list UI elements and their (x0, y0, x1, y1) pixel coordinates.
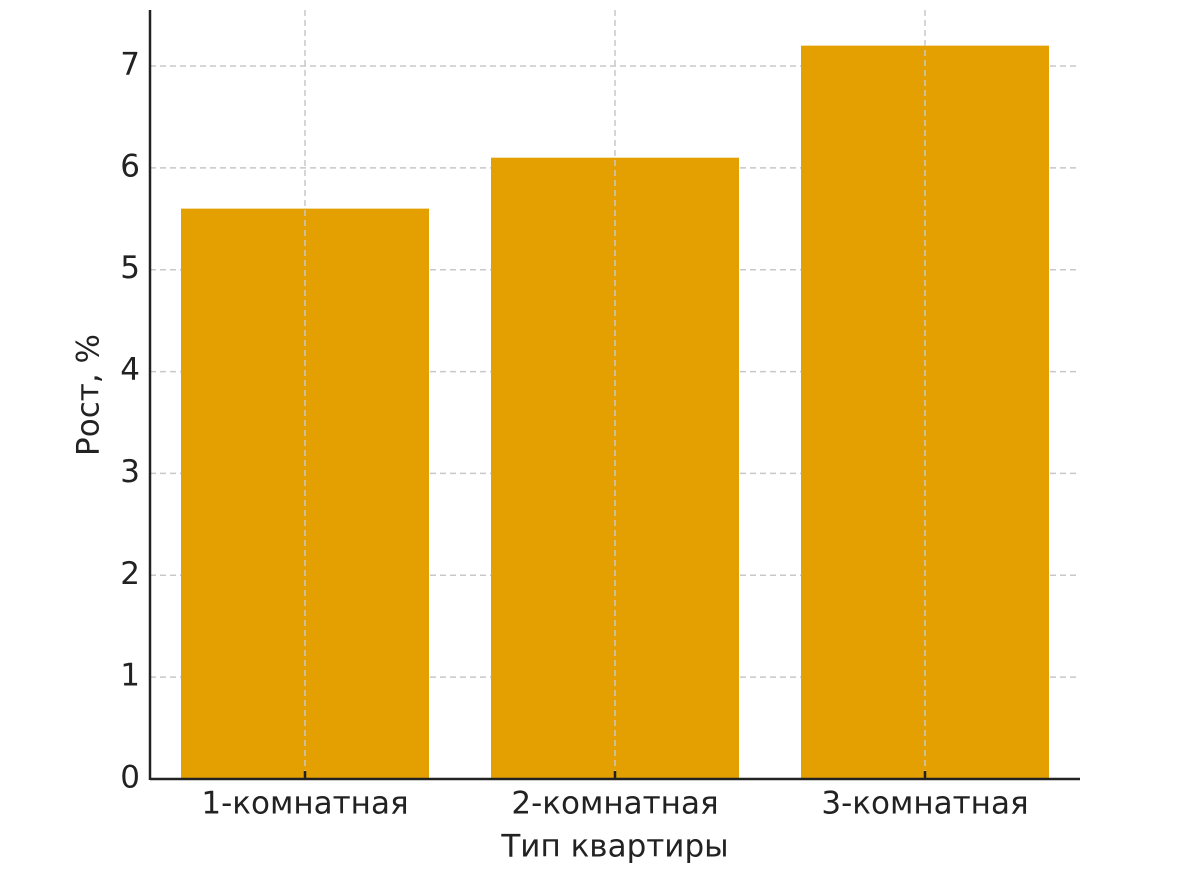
y-tick-label: 6 (120, 148, 140, 184)
y-tick-label: 2 (120, 556, 140, 592)
x-tick-label: 3-комнатная (821, 786, 1028, 822)
x-tick-label: 2-комнатная (511, 786, 718, 822)
y-tick-label: 5 (120, 250, 140, 286)
y-tick-label: 4 (120, 352, 140, 388)
y-axis-label: Рост, % (71, 334, 107, 456)
y-tick-label: 1 (120, 658, 140, 694)
x-axis-label: Тип квартиры (500, 829, 728, 865)
x-tick-label: 1-комнатная (201, 786, 408, 822)
y-tick-label: 3 (120, 454, 140, 490)
y-tick-label: 0 (120, 760, 140, 796)
y-tick-label: 7 (120, 47, 140, 83)
